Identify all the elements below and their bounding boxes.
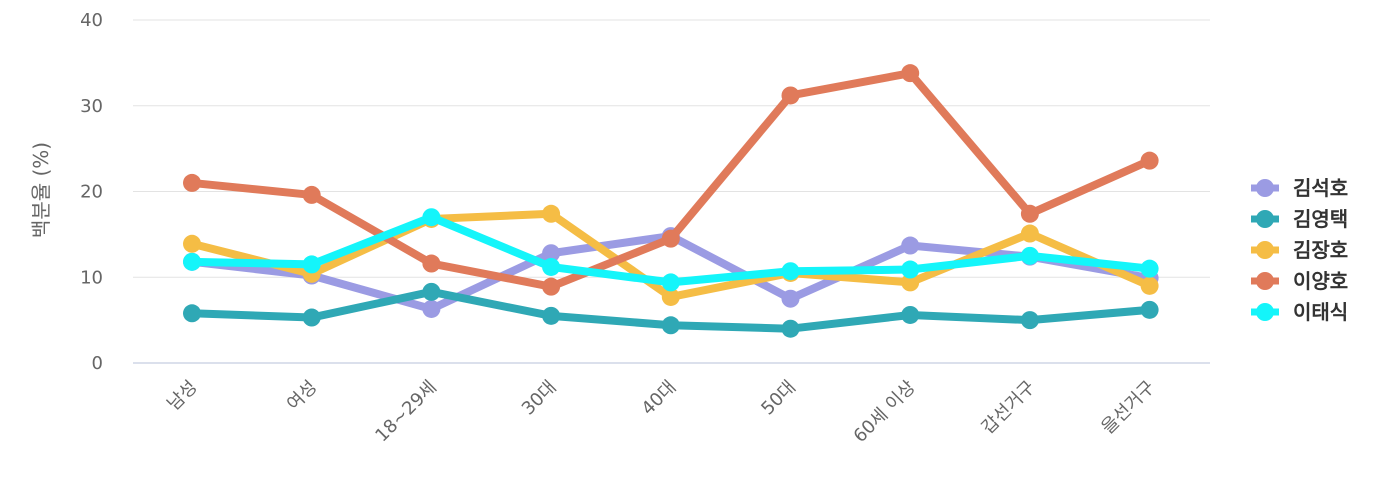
legend-label: 김영택 — [1293, 207, 1348, 231]
data-point[interactable] — [901, 236, 920, 255]
x-tick-label: 40대 — [638, 377, 681, 420]
legend-item[interactable]: 김영택 — [1251, 207, 1348, 231]
data-point[interactable] — [542, 277, 561, 296]
series-4 — [183, 64, 1159, 296]
data-point[interactable] — [1020, 311, 1039, 330]
x-axis-ticks: 남성 여성 18~29세 30대 40대 50대 60세 이상 갑선거구 을선거구 — [163, 377, 1159, 447]
legend-swatch-marker — [1256, 210, 1274, 228]
x-tick-label: 갑선거구 — [978, 377, 1040, 439]
x-tick-label: 50대 — [757, 377, 800, 420]
legend-item[interactable]: 이양호 — [1251, 269, 1348, 293]
data-point[interactable] — [183, 234, 201, 253]
data-point[interactable] — [1140, 276, 1159, 295]
series-line — [188, 213, 1154, 287]
data-point[interactable] — [781, 289, 800, 308]
data-point[interactable] — [1140, 151, 1159, 170]
y-axis-ticks: 0 10 20 30 40 — [80, 10, 103, 374]
y-tick-label: 20 — [80, 182, 103, 203]
x-tick-label: 30대 — [518, 377, 561, 420]
legend-swatch-marker — [1256, 272, 1274, 290]
data-point[interactable] — [781, 262, 800, 281]
data-point[interactable] — [661, 229, 680, 248]
data-point[interactable] — [302, 185, 321, 204]
legend-item[interactable]: 김석호 — [1251, 176, 1348, 200]
data-point[interactable] — [901, 260, 920, 279]
data-point[interactable] — [901, 273, 920, 292]
data-point[interactable] — [542, 257, 561, 276]
data-point[interactable] — [542, 204, 561, 223]
x-tick-label: 60세 이상 — [850, 377, 920, 447]
data-point[interactable] — [422, 299, 441, 318]
data-point[interactable] — [1020, 246, 1039, 265]
data-point[interactable] — [661, 273, 680, 292]
data-point[interactable] — [302, 308, 321, 327]
series-2 — [183, 282, 1159, 338]
x-tick-label: 여성 — [283, 377, 321, 415]
x-tick-label: 을선거구 — [1097, 377, 1159, 439]
data-point[interactable] — [183, 304, 201, 323]
data-point[interactable] — [542, 244, 561, 263]
data-point[interactable] — [422, 208, 441, 227]
series-lines — [183, 64, 1159, 338]
data-point[interactable] — [901, 64, 920, 83]
data-point[interactable] — [661, 316, 680, 335]
legend-item[interactable]: 이태식 — [1251, 300, 1348, 324]
legend-swatch-marker — [1256, 303, 1274, 321]
y-tick-label: 0 — [92, 353, 103, 374]
series-5 — [183, 208, 1159, 292]
y-tick-label: 10 — [80, 267, 103, 288]
x-tick-label: 18~29세 — [371, 377, 441, 447]
data-point[interactable] — [1140, 259, 1159, 278]
legend-label: 김장호 — [1293, 238, 1348, 262]
legend-item[interactable]: 김장호 — [1251, 238, 1348, 262]
data-point[interactable] — [901, 305, 920, 324]
legend-swatch-marker — [1256, 179, 1274, 197]
data-point[interactable] — [781, 319, 800, 338]
data-point[interactable] — [302, 255, 321, 274]
legend-label: 이양호 — [1293, 269, 1348, 293]
data-point[interactable] — [183, 173, 201, 192]
data-point[interactable] — [422, 254, 441, 273]
data-point[interactable] — [422, 282, 441, 301]
data-point[interactable] — [781, 86, 800, 105]
data-point[interactable] — [542, 306, 561, 325]
data-point[interactable] — [1020, 224, 1039, 243]
y-tick-label: 30 — [80, 96, 103, 117]
y-tick-label: 40 — [80, 10, 103, 31]
legend-swatch-marker — [1256, 241, 1274, 259]
legend-label: 김석호 — [1293, 176, 1348, 200]
data-point[interactable] — [661, 287, 680, 306]
y-axis-label: 백분율 (%) — [29, 142, 53, 238]
data-point[interactable] — [183, 252, 201, 271]
x-tick-label: 남성 — [163, 377, 201, 415]
data-point[interactable] — [1140, 300, 1159, 319]
data-point[interactable] — [1020, 204, 1039, 223]
legend-label: 이태식 — [1293, 300, 1348, 324]
